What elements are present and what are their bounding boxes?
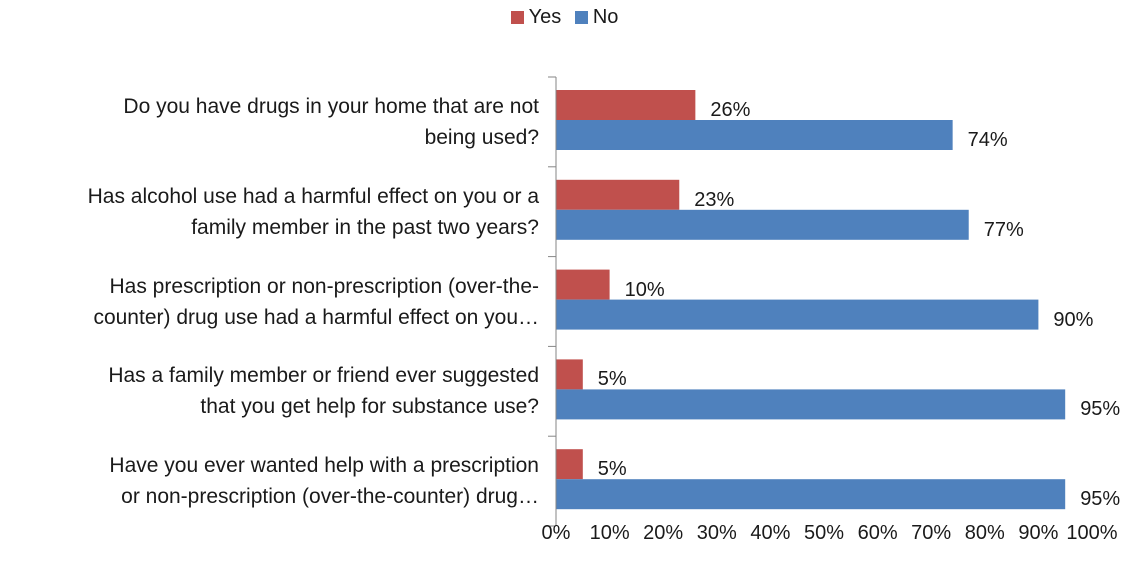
x-tick-label: 80% xyxy=(964,522,1005,544)
category-label-line: family member in the past two years? xyxy=(191,215,539,239)
category-label-line: Have you ever wanted help with a prescri… xyxy=(109,454,539,478)
bar-yes-1 xyxy=(556,90,696,120)
data-label-no-4: 95% xyxy=(1080,398,1121,421)
category-label-line: Do you have drugs in your home that are … xyxy=(123,94,539,118)
category-label-4: Has a family member or friend ever sugge… xyxy=(0,360,539,422)
x-tick-label: 30% xyxy=(696,522,737,544)
x-tick-label: 0% xyxy=(541,522,571,544)
data-label-yes-5: 5% xyxy=(597,458,627,481)
x-tick-label: 40% xyxy=(750,522,791,544)
x-tick-label: 50% xyxy=(803,522,845,544)
bar-yes-2 xyxy=(556,179,680,210)
bar-yes-4 xyxy=(556,359,583,390)
data-label-no-2: 77% xyxy=(983,218,1024,241)
data-label-no-1: 74% xyxy=(967,129,1008,151)
category-label-line: being used? xyxy=(424,125,539,149)
data-label-yes-2: 23% xyxy=(694,188,735,211)
x-tick-label: 100% xyxy=(1066,522,1118,544)
bar-yes-5 xyxy=(556,449,583,480)
category-label-5: Have you ever wanted help with a prescri… xyxy=(0,450,539,512)
x-tick-label: 90% xyxy=(1018,522,1059,544)
legend: Yes No xyxy=(0,6,1129,30)
data-label-yes-1: 26% xyxy=(710,99,751,121)
category-label-line: counter) drug use had a harmful effect o… xyxy=(93,305,539,329)
category-label-line: Has prescription or non-prescription (ov… xyxy=(109,274,539,298)
category-label-3: Has prescription or non-prescription (ov… xyxy=(0,271,539,333)
legend-swatch-yes xyxy=(510,11,524,24)
x-tick-label: 20% xyxy=(643,522,684,544)
legend-item-no: No xyxy=(574,6,619,29)
category-label-line: that you get help for substance use? xyxy=(200,395,539,419)
category-label-line: Has alcohol use had a harmful effect on … xyxy=(87,184,539,208)
category-label-1: Do you have drugs in your home that are … xyxy=(0,91,539,153)
bar-no-4 xyxy=(556,389,1066,420)
bar-no-1 xyxy=(556,120,953,150)
x-tick-label: 10% xyxy=(589,522,630,544)
legend-label-yes: Yes xyxy=(528,6,562,28)
x-tick-label: 60% xyxy=(857,522,898,544)
legend-swatch-no xyxy=(574,11,588,24)
category-label-line: Has a family member or friend ever sugge… xyxy=(108,364,539,388)
bar-no-5 xyxy=(556,479,1066,510)
bar-no-2 xyxy=(556,209,969,240)
x-tick-label: 70% xyxy=(911,522,952,544)
data-label-no-3: 90% xyxy=(1053,308,1094,331)
legend-item-yes: Yes xyxy=(510,6,562,29)
data-label-no-5: 95% xyxy=(1080,488,1121,511)
data-label-yes-3: 10% xyxy=(624,278,665,301)
bar-yes-3 xyxy=(556,269,610,300)
legend-label-no: No xyxy=(592,6,619,28)
category-label-line: or non-prescription (over-the-counter) d… xyxy=(121,485,539,509)
category-label-2: Has alcohol use had a harmful effect on … xyxy=(0,181,539,243)
data-label-yes-4: 5% xyxy=(597,368,627,391)
bar-no-3 xyxy=(556,299,1039,330)
